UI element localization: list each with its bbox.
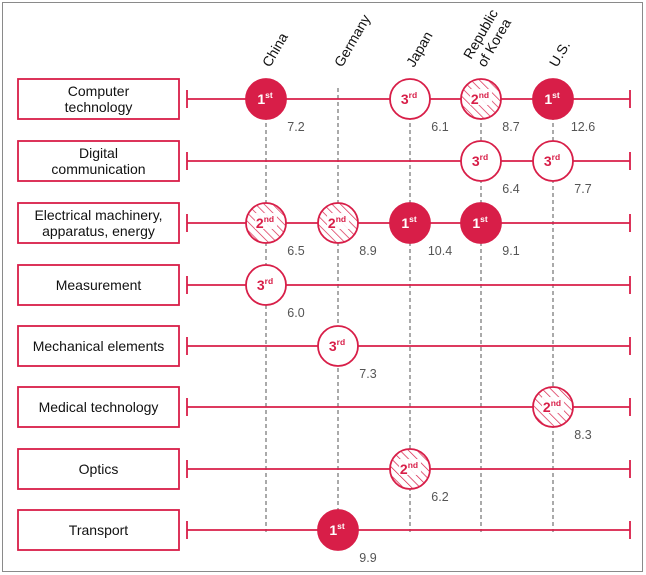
rank-label: 3rd xyxy=(472,152,488,169)
rank-text-backdrop xyxy=(542,397,564,413)
value-label: 9.1 xyxy=(502,244,519,258)
value-label: 8.9 xyxy=(359,244,376,258)
rank-label: 2nd xyxy=(328,214,346,231)
rank-label: 2nd xyxy=(543,398,561,415)
country-header: Germany xyxy=(331,12,374,70)
category-label-box xyxy=(17,202,180,244)
category-label: technology xyxy=(65,99,133,115)
rank-marker xyxy=(532,78,574,120)
rank-label: 2nd xyxy=(256,214,274,231)
country-header-line: Japan xyxy=(403,28,436,69)
rank-label: 2nd xyxy=(471,90,489,107)
country-header: Japan xyxy=(403,28,436,69)
value-label: 8.7 xyxy=(502,120,519,134)
rank-label: 3rd xyxy=(257,276,273,293)
category-label-box xyxy=(17,386,180,428)
rank-marker xyxy=(532,140,574,182)
rank-label: 2nd xyxy=(400,460,418,477)
country-header: China xyxy=(259,30,291,70)
category-label: Electrical machinery, xyxy=(34,207,162,223)
value-label: 6.2 xyxy=(431,490,448,504)
category-label: Transport xyxy=(69,522,129,538)
category-label-box xyxy=(17,264,180,306)
country-header-line: Germany xyxy=(331,12,374,70)
category-label-box xyxy=(17,78,180,120)
category-label-box xyxy=(17,509,180,551)
category-label-box xyxy=(17,140,180,182)
value-label: 7.3 xyxy=(359,367,376,381)
value-label: 8.3 xyxy=(574,428,591,442)
value-label: 7.2 xyxy=(287,120,304,134)
category-label-box xyxy=(17,448,180,490)
rank-text-backdrop xyxy=(470,89,492,105)
rank-marker xyxy=(460,140,502,182)
category-label: apparatus, energy xyxy=(42,223,155,239)
rank-label: 1st xyxy=(401,214,417,231)
rank-marker xyxy=(389,202,431,244)
country-header-line: China xyxy=(259,30,291,70)
rank-marker xyxy=(317,325,359,367)
value-label: 6.5 xyxy=(287,244,304,258)
category-label-box xyxy=(17,325,180,367)
rank-marker xyxy=(460,202,502,244)
category-label: Measurement xyxy=(56,277,142,293)
value-label: 6.1 xyxy=(431,120,448,134)
rank-label: 1st xyxy=(329,521,345,538)
country-header-line: U.S. xyxy=(546,38,573,70)
rank-label: 1st xyxy=(257,90,273,107)
value-label: 9.9 xyxy=(359,551,376,565)
value-label: 10.4 xyxy=(428,244,452,258)
category-label: communication xyxy=(51,161,145,177)
rank-text-backdrop xyxy=(327,213,349,229)
rank-text-backdrop xyxy=(399,459,421,475)
rank-label: 1st xyxy=(544,90,560,107)
category-label: Digital xyxy=(79,145,118,161)
country-header: U.S. xyxy=(546,38,573,70)
rank-marker xyxy=(317,509,359,551)
value-label: 6.0 xyxy=(287,306,304,320)
category-label: Medical technology xyxy=(39,399,159,415)
country-header: Republicof Korea xyxy=(460,6,515,69)
rank-marker xyxy=(389,78,431,120)
category-label: Optics xyxy=(79,461,119,477)
rank-marker xyxy=(245,78,287,120)
rank-text-backdrop xyxy=(255,213,277,229)
rank-label: 3rd xyxy=(329,337,345,354)
rank-label: 1st xyxy=(472,214,488,231)
category-label: Computer xyxy=(68,83,130,99)
value-label: 12.6 xyxy=(571,120,595,134)
category-label: Mechanical elements xyxy=(33,338,165,354)
value-label: 7.7 xyxy=(574,182,591,196)
value-label: 6.4 xyxy=(502,182,519,196)
rank-label: 3rd xyxy=(544,152,560,169)
value-layer: 7.2 6.1 8.7 12.6 6.4 7.7 6.5 8.9 10.4 9.1 6.0 7.3 8.… xyxy=(287,120,595,565)
marker-layer: 1st 3rd 2nd 1st 3rd 3rd 2nd 2nd 1st 1st 3rd 3rd 2nd 2… xyxy=(245,78,574,551)
rank-label: 3rd xyxy=(401,90,417,107)
rank-marker xyxy=(245,264,287,306)
